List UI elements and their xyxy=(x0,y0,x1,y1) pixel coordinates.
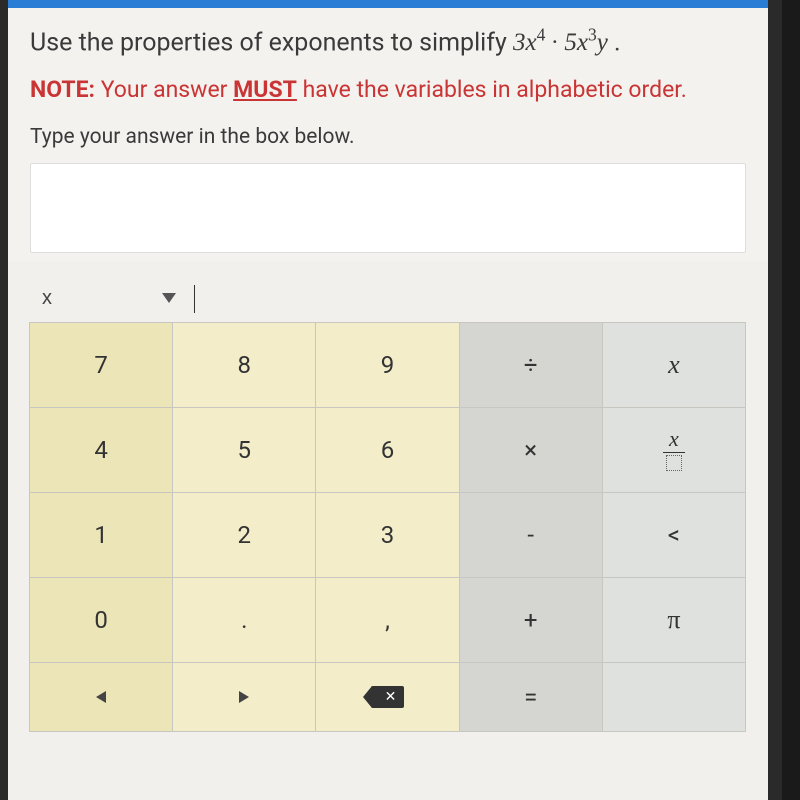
keypad-container: x 7 8 9 ÷ x 4 5 6 × x 1 2 3 - xyxy=(8,279,768,732)
key-4[interactable]: 4 xyxy=(29,407,173,493)
variable-dropdown[interactable] xyxy=(162,285,195,313)
question-prefix: Use the properties of exponents to simpl… xyxy=(30,28,513,57)
question-text: Use the properties of exponents to simpl… xyxy=(30,22,746,62)
key-empty[interactable] xyxy=(602,662,746,732)
top-progress-bar xyxy=(8,0,768,8)
variable-x-label[interactable]: x xyxy=(42,287,52,310)
question-suffix: . xyxy=(614,28,621,57)
expression-a: 3x4 xyxy=(513,29,552,56)
key-8[interactable]: 8 xyxy=(172,322,316,408)
content-area: Use the properties of exponents to simpl… xyxy=(8,8,768,261)
input-cursor xyxy=(194,285,195,313)
key-7[interactable]: 7 xyxy=(29,322,173,408)
key-3[interactable]: 3 xyxy=(315,492,459,578)
key-nav-right[interactable] xyxy=(172,662,316,732)
note-post: have the variables in alphabetic order. xyxy=(297,76,687,103)
keypad-nav-row: ✕ = xyxy=(30,663,746,732)
key-nav-left[interactable] xyxy=(29,662,173,732)
key-plus[interactable]: + xyxy=(459,577,603,663)
note-pre: Your answer xyxy=(95,76,233,103)
app-screen: Use the properties of exponents to simpl… xyxy=(0,0,782,800)
dot-operator: · xyxy=(552,28,565,57)
key-backspace[interactable]: ✕ xyxy=(315,662,459,732)
answer-input[interactable] xyxy=(30,163,746,253)
expression-b: 5x3y xyxy=(564,29,614,56)
key-var-x[interactable]: x xyxy=(602,322,746,408)
key-equals[interactable]: = xyxy=(459,662,603,732)
variable-row: x xyxy=(30,279,746,323)
note-line: NOTE: Your answer MUST have the variable… xyxy=(30,76,746,103)
chevron-down-icon xyxy=(162,293,176,303)
triangle-right-icon xyxy=(239,691,249,703)
keypad-grid: 7 8 9 ÷ x 4 5 6 × x 1 2 3 - < 0 . , + π xyxy=(30,323,746,663)
key-decimal[interactable]: . xyxy=(172,577,316,663)
instruction-text: Type your answer in the box below. xyxy=(30,125,746,149)
note-label: NOTE: xyxy=(30,76,95,103)
triangle-left-icon xyxy=(96,691,106,703)
key-9[interactable]: 9 xyxy=(315,322,459,408)
key-multiply[interactable]: × xyxy=(459,407,603,493)
note-must: MUST xyxy=(233,76,297,103)
key-fraction[interactable]: x xyxy=(602,407,746,493)
key-divide[interactable]: ÷ xyxy=(459,322,603,408)
key-1[interactable]: 1 xyxy=(29,492,173,578)
key-2[interactable]: 2 xyxy=(172,492,316,578)
key-comma[interactable]: , xyxy=(315,577,459,663)
fraction-icon: x xyxy=(663,428,685,471)
key-0[interactable]: 0 xyxy=(29,577,173,663)
key-less-than[interactable]: < xyxy=(602,492,746,578)
key-5[interactable]: 5 xyxy=(172,407,316,493)
key-minus[interactable]: - xyxy=(459,492,603,578)
backspace-icon: ✕ xyxy=(371,686,405,708)
key-pi[interactable]: π xyxy=(602,577,746,663)
key-6[interactable]: 6 xyxy=(315,407,459,493)
